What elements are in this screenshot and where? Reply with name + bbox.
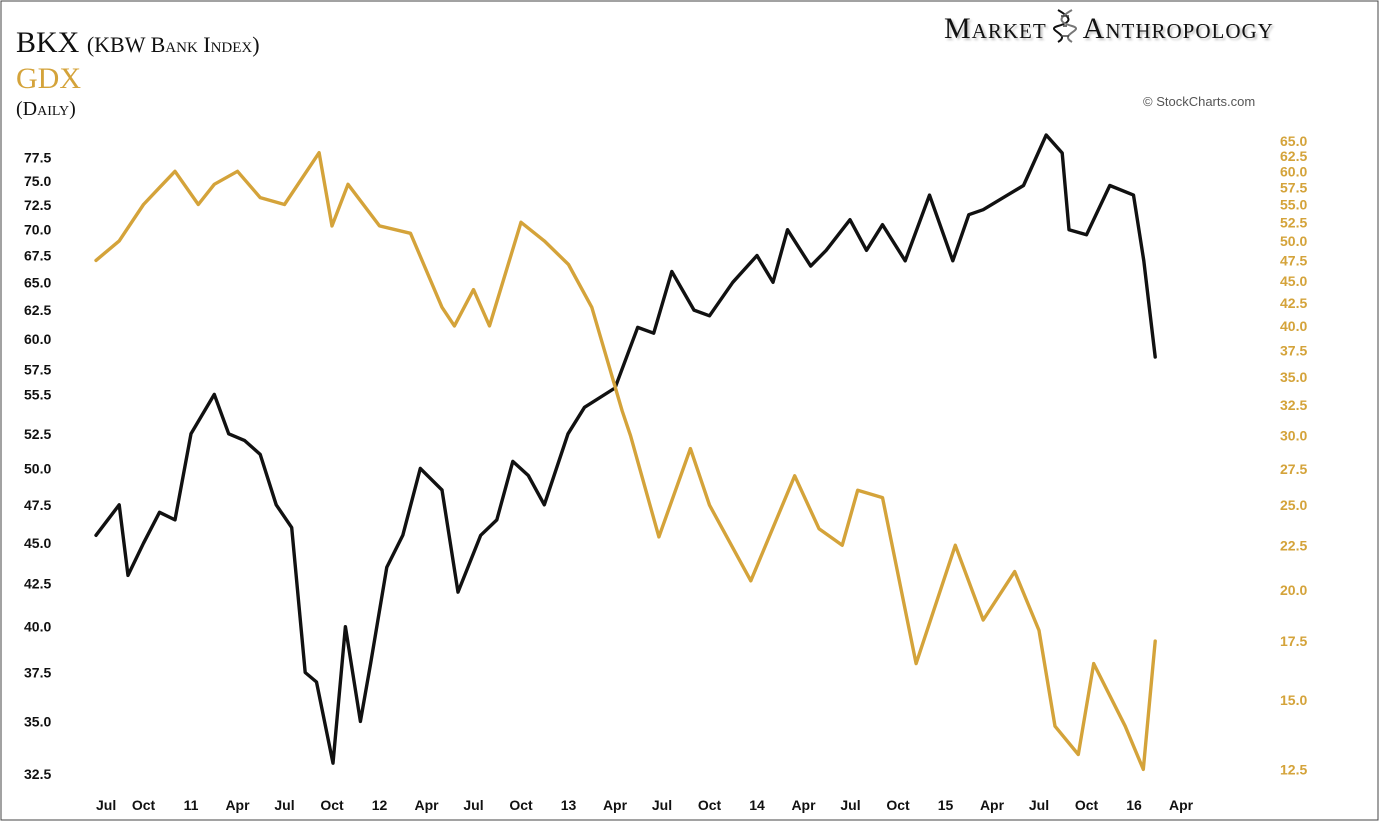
x-axis-tick-label: Jul (463, 797, 483, 813)
left-axis-tick-label: 70.0 (24, 222, 51, 238)
chart-title: BKX (KBW Bank Index) (16, 26, 260, 60)
left-axis-ticks: 32.5 35.0 37.5 40.0 42.5 45.0 47.5 50.0 52.5 55.5… (24, 150, 51, 782)
right-axis-tick-label: 15.0 (1280, 692, 1307, 708)
right-axis-tick-label: 35.0 (1280, 369, 1307, 385)
left-axis-tick-label: 55.5 (24, 386, 51, 402)
right-axis-tick-label: 55.0 (1280, 197, 1307, 213)
x-axis-tick-label: Oct (320, 797, 344, 813)
right-axis-tick-label: 22.5 (1280, 537, 1307, 553)
x-axis-tick-label: 14 (749, 797, 765, 813)
right-axis-tick-label: 52.5 (1280, 214, 1307, 230)
x-axis-tick-label: Jul (1029, 797, 1049, 813)
left-axis-tick-label: 77.5 (24, 150, 51, 166)
x-axis-tick-label: Oct (132, 797, 156, 813)
x-axis-tick-label: Jul (652, 797, 672, 813)
right-axis-ticks: 12.5 15.0 17.5 20.0 22.5 25.0 27.5 30.0 32.5 35.0… (1280, 133, 1307, 778)
left-axis-tick-label: 40.0 (24, 619, 51, 635)
dna-helix-icon (1052, 9, 1077, 43)
right-axis-tick-label: 57.5 (1280, 180, 1307, 196)
x-axis-tick-label: Oct (1075, 797, 1099, 813)
left-axis-tick-label: 62.5 (24, 302, 51, 318)
right-axis-tick-label: 40.0 (1280, 318, 1307, 334)
bkx-series-line (94, 133, 1157, 765)
second-series-title: GDX (16, 62, 81, 95)
x-axis-tick-label: Oct (698, 797, 722, 813)
left-axis-tick-label: 52.5 (24, 426, 51, 442)
right-axis-tick-label: 50.0 (1280, 233, 1307, 249)
left-axis-tick-label: 67.5 (24, 248, 51, 264)
x-axis-tick-label: 11 (184, 797, 199, 813)
left-axis-tick-label: 72.5 (24, 197, 51, 213)
left-axis-tick-label: 32.5 (24, 766, 51, 782)
x-axis-tick-label: Apr (791, 797, 816, 813)
left-axis-tick-label: 75.0 (24, 173, 51, 189)
title-symbol: BKX (16, 26, 80, 59)
title-description: (KBW Bank Index) (86, 32, 260, 57)
x-axis-tick-label: Apr (414, 797, 439, 813)
source-credit: © StockCharts.com (1143, 94, 1256, 109)
right-axis-tick-label: 25.0 (1280, 497, 1307, 513)
gdx-series-line (94, 151, 1157, 772)
right-axis-tick-label: 30.0 (1280, 428, 1307, 444)
right-axis-tick-label: 45.0 (1280, 273, 1307, 289)
series-layer (94, 133, 1157, 772)
right-axis-tick-label: 37.5 (1280, 343, 1307, 359)
brand-logo: Market Anthropology (944, 8, 1274, 46)
left-axis-tick-label: 65.0 (24, 274, 51, 290)
x-axis-tick-label: Apr (225, 797, 250, 813)
left-axis-tick-label: 47.5 (24, 497, 51, 513)
brand-right: Anthropology (1082, 12, 1274, 45)
x-axis-tick-label: 16 (1126, 797, 1142, 813)
brand-left: Market (944, 12, 1047, 45)
x-axis-tick-label: Apr (603, 797, 628, 813)
x-axis-tick-label: 15 (938, 797, 954, 813)
left-axis-tick-label: 50.0 (24, 460, 51, 476)
left-axis-tick-label: 60.0 (24, 331, 51, 347)
x-axis-tick-label: Apr (1169, 797, 1194, 813)
right-axis-tick-label: 47.5 (1280, 252, 1307, 268)
x-axis-tick-label: 13 (561, 797, 577, 813)
right-axis-tick-label: 42.5 (1280, 295, 1307, 311)
x-axis-tick-label: Jul (96, 797, 116, 813)
left-axis-tick-label: 45.0 (24, 535, 51, 551)
right-axis-tick-label: 27.5 (1280, 461, 1307, 477)
x-axis-tick-label: Jul (840, 797, 860, 813)
x-axis-tick-label: Oct (886, 797, 910, 813)
period-label: (Daily) (16, 98, 76, 120)
right-axis-tick-label: 62.5 (1280, 148, 1307, 164)
right-axis-tick-label: 60.0 (1280, 163, 1307, 179)
left-axis-tick-label: 57.5 (24, 361, 51, 377)
x-axis-tick-label: Apr (980, 797, 1005, 813)
left-axis-tick-label: 42.5 (24, 576, 51, 592)
x-axis-tick-label: 12 (372, 797, 388, 813)
x-axis-tick-label: Oct (509, 797, 533, 813)
right-axis-tick-label: 65.0 (1280, 133, 1307, 149)
left-axis-tick-label: 35.0 (24, 713, 51, 729)
right-axis-tick-label: 32.5 (1280, 397, 1307, 413)
x-axis-ticks: Jul Oct 11 Apr Jul Oct 12 Apr Jul Oct 13 Apr Jul Oct 1… (96, 797, 1194, 813)
left-axis-tick-label: 37.5 (24, 664, 51, 680)
right-axis-tick-label: 20.0 (1280, 582, 1307, 598)
right-axis-tick-label: 12.5 (1280, 761, 1307, 777)
x-axis-tick-label: Jul (274, 797, 294, 813)
right-axis-tick-label: 17.5 (1280, 633, 1307, 649)
